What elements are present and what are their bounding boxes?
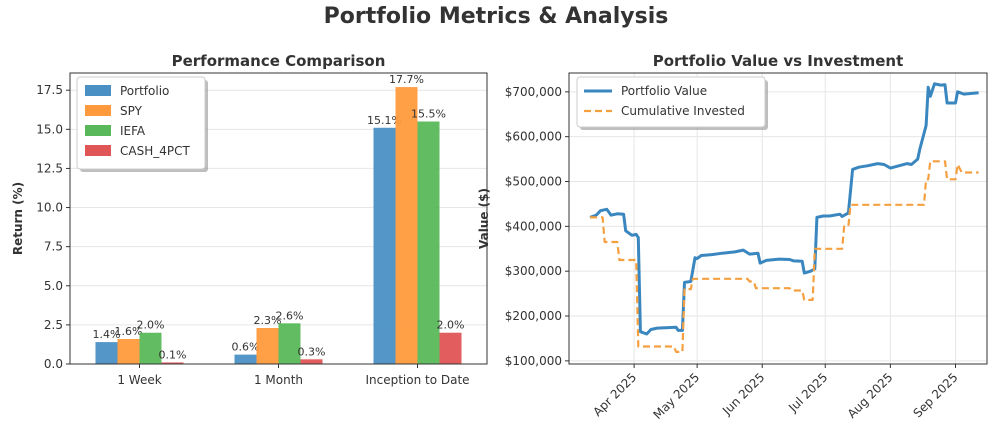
bar-chart-frame: [69, 72, 488, 365]
y-tick-label: 12.5: [36, 161, 63, 175]
data-label-cash-4pct-inception-to-date: 2.0%: [437, 319, 465, 332]
y-tick-label: $600,000: [505, 130, 562, 144]
bar-portfolio-1-month: [234, 354, 257, 364]
legend-label-portfolio: Portfolio: [120, 84, 169, 98]
y-tick-label: $200,000: [505, 309, 562, 323]
data-label-iefa-1-month: 2.6%: [276, 309, 304, 322]
y-tick-label: 2.5: [44, 318, 63, 332]
data-label-iefa-1-week: 2.0%: [137, 319, 165, 332]
bar-chart-title: Performance Comparison: [172, 52, 386, 70]
line-chart-frame: [568, 72, 988, 365]
y-tick-label: $400,000: [505, 219, 562, 233]
legend-label-portfolio-value: Portfolio Value: [621, 84, 707, 98]
legend-label-spy: SPY: [120, 104, 143, 118]
legend-label-cumulative-invested: Cumulative Invested: [621, 104, 745, 118]
y-axis-label: Return (%): [11, 182, 25, 255]
data-label-spy-1-week: 1.6%: [115, 325, 143, 338]
y-tick-label: 5.0: [44, 279, 63, 293]
y-tick-label: $500,000: [505, 175, 562, 189]
y-tick-label: 0.0: [44, 357, 63, 371]
bar-cash-4pct-1-week: [161, 362, 184, 364]
data-label-portfolio-inception-to-date: 15.1%: [367, 114, 402, 127]
series-line-cumulative-invested: [590, 160, 979, 353]
data-label-cash-4pct-1-week: 0.1%: [159, 348, 187, 361]
data-label-iefa-inception-to-date: 15.5%: [411, 108, 446, 121]
bar-cash-4pct-1-month: [300, 359, 323, 364]
x-tick-label: Aug 2025: [845, 370, 896, 421]
line-chart: Portfolio Value vs Investment $100,000 $20…: [477, 52, 988, 422]
x-tick-label: Jun 2025: [719, 370, 767, 418]
figure-title: Portfolio Metrics & Analysis: [323, 4, 669, 29]
legend-swatch-spy: [85, 105, 111, 116]
data-label-spy-inception-to-date: 17.7%: [389, 73, 424, 86]
legend-box: [576, 76, 766, 128]
bar-portfolio-1-week: [95, 342, 118, 364]
bar-chart: Performance Comparison 0.0 2.5 5.0 7.5 10.0 12…: [11, 52, 488, 387]
y-tick-label: $700,000: [505, 85, 562, 99]
y-tick-label: $100,000: [505, 354, 562, 368]
x-tick-label: Sep 2025: [910, 370, 960, 420]
bar-cash-4pct-inception-to-date: [439, 332, 462, 364]
bar-iefa-inception-to-date: [417, 121, 440, 364]
y-tick-label: 10.0: [36, 201, 63, 215]
x-tick-label: 1 Week: [117, 373, 161, 387]
y-tick-label: 7.5: [44, 240, 63, 254]
line-chart-title: Portfolio Value vs Investment: [653, 52, 904, 70]
legend-label-iefa: IEFA: [120, 124, 146, 138]
bar-spy-1-week: [117, 338, 140, 364]
bar-iefa-1-month: [278, 323, 301, 364]
data-label-cash-4pct-1-month: 0.3%: [298, 345, 326, 358]
legend-swatch-iefa: [85, 125, 111, 136]
x-tick-label: Jul 2025: [785, 370, 830, 415]
y-axis-label: Value ($): [477, 188, 491, 249]
legend-swatch-cash-4pct: [85, 145, 111, 156]
bar-iefa-1-week: [139, 332, 162, 364]
x-tick-label: Inception to Date: [365, 373, 469, 387]
x-tick-label: Apr 2025: [590, 370, 639, 419]
data-label-portfolio-1-week: 1.4%: [93, 328, 121, 341]
bar-spy-inception-to-date: [395, 87, 418, 365]
y-tick-label: 15.0: [36, 122, 63, 136]
legend-swatch-portfolio: [85, 85, 111, 96]
y-tick-label: 17.5: [36, 83, 63, 97]
data-label-portfolio-1-month: 0.6%: [232, 341, 260, 354]
bar-chart-legend: Portfolio SPY IEFA CASH_4PCT: [76, 76, 208, 172]
line-chart-legend: Portfolio Value Cumulative Invested: [576, 76, 768, 130]
legend-label-cash-4pct: CASH_4PCT: [120, 144, 190, 158]
x-tick-label: May 2025: [651, 370, 703, 422]
x-tick-label: 1 Month: [254, 373, 303, 387]
y-tick-label: $300,000: [505, 264, 562, 278]
series-line-portfolio-value: [589, 82, 979, 336]
data-label-spy-1-month: 2.3%: [254, 314, 282, 327]
bar-spy-1-month: [256, 328, 279, 364]
bar-portfolio-inception-to-date: [373, 127, 396, 365]
